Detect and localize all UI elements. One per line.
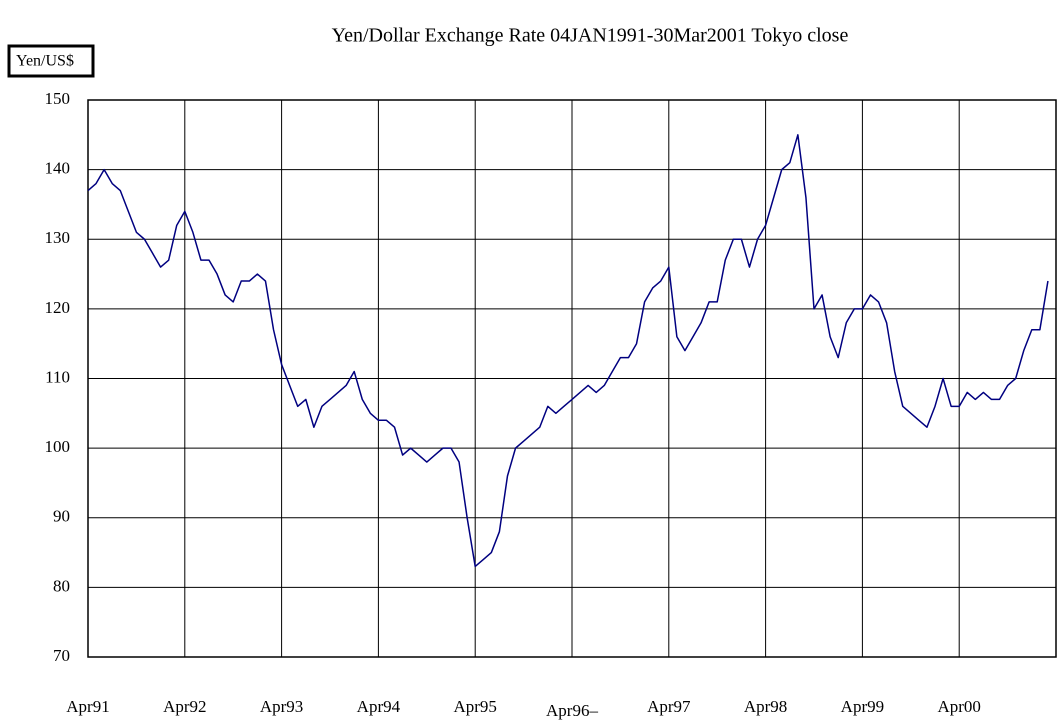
x-tick-label: Apr96–	[546, 701, 598, 720]
y-tick-label: 70	[53, 646, 70, 665]
y-tick-label: 130	[45, 228, 71, 247]
x-tick-label: Apr95	[453, 697, 496, 716]
y-tick-label: 100	[45, 437, 71, 456]
y-label-box	[7, 44, 95, 78]
line-series	[87, 134, 1049, 568]
y-tick-label: 80	[53, 576, 70, 595]
x-tick-label: Apr00	[937, 697, 980, 716]
y-tick-label: 150	[45, 89, 71, 108]
y-tick-label: 140	[45, 159, 71, 178]
y-axis-label: Yen/US$	[16, 53, 74, 70]
y-tick-label: 110	[45, 367, 70, 386]
x-tick-label: Apr93	[260, 697, 303, 716]
x-tick-label: Apr98	[744, 697, 787, 716]
chart-title: Yen/Dollar Exchange Rate 04JAN1991-30Mar…	[332, 25, 849, 47]
y-tick-label: 120	[45, 298, 71, 317]
x-tick-label: Apr99	[841, 697, 884, 716]
y-tick-label: 90	[53, 507, 70, 526]
x-tick-label: Apr94	[357, 697, 401, 716]
x-tick-label: Apr92	[163, 697, 206, 716]
x-tick-label: Apr97	[647, 697, 691, 716]
x-tick-label: Apr91	[66, 697, 109, 716]
plot-frame	[87, 99, 1057, 658]
